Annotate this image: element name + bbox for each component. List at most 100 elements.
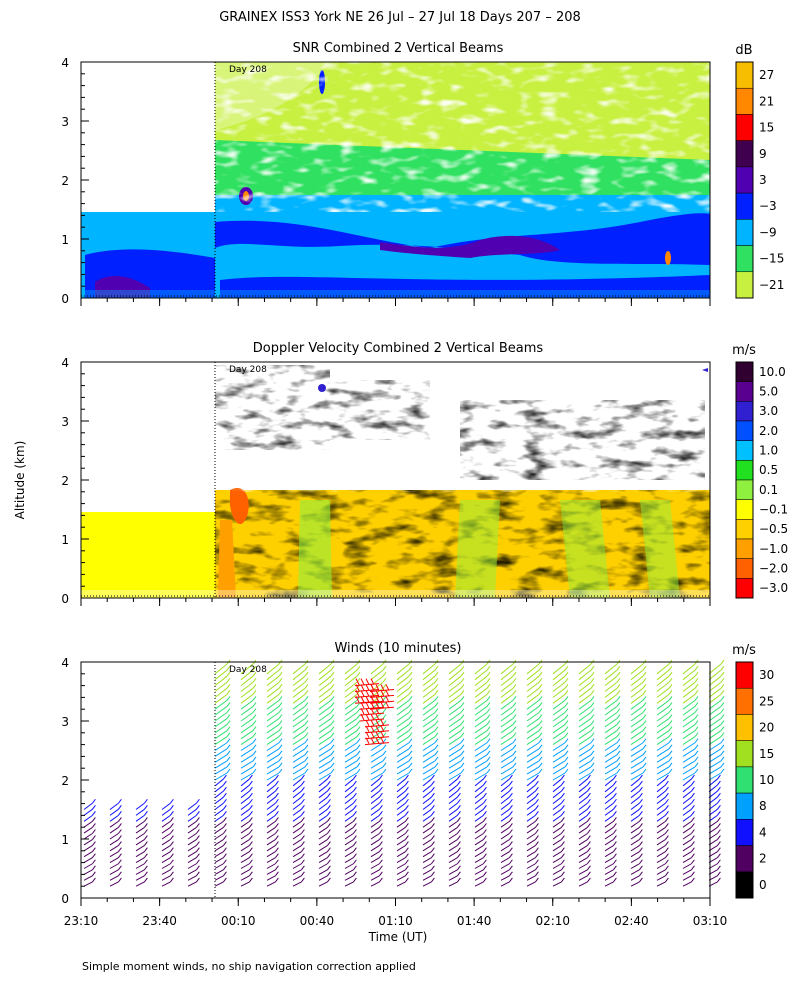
wind-barb [344, 663, 358, 675]
wind-barb-flag [274, 811, 279, 816]
wind-barb [682, 766, 696, 775]
wind-barb [240, 796, 250, 804]
wind-barb-flag [92, 847, 96, 852]
wind-barb [474, 730, 488, 740]
wind-barb-flag [222, 871, 227, 877]
wind-barb [526, 790, 536, 799]
wind-barb-flag [639, 823, 643, 828]
wind-barb-flag [278, 726, 283, 731]
wind-barb [318, 845, 328, 852]
wind-barb [682, 881, 692, 887]
wind-barb-flag [304, 677, 309, 683]
wind-barb-flag [512, 720, 517, 725]
wind-barb [266, 766, 280, 775]
wind-barb-flag [639, 817, 643, 822]
wind-barb-flag [380, 731, 385, 738]
wind-barb-flag [118, 877, 122, 883]
wind-barb-flag [252, 750, 257, 756]
wind-barb [370, 742, 384, 751]
wind-barb [370, 790, 380, 799]
wind-barb [448, 675, 462, 686]
wind-barb [161, 845, 171, 852]
wind-barb [344, 827, 354, 834]
wind-barb [448, 766, 462, 775]
wind-barb-flag [430, 804, 435, 810]
wind-barb-flag [668, 726, 673, 731]
wind-barb [474, 790, 484, 799]
wind-barb [656, 736, 670, 746]
wind-barb-flag [486, 677, 491, 683]
wind-barb-flag [538, 732, 543, 738]
winds-x-axis: 23:10 23:40 00:10 00:40 01:10 01:40 02:10 02:40… [64, 898, 727, 928]
colorbar-swatch [735, 845, 754, 873]
wind-barb [448, 814, 458, 822]
wind-barb-flag [456, 798, 461, 804]
wind-barb [500, 760, 514, 769]
wind-barb-flag [691, 829, 695, 834]
wind-barb [526, 693, 540, 704]
wind-barb-flag [720, 665, 725, 671]
wind-barb-flag [252, 732, 257, 738]
wind-barb [578, 875, 588, 881]
wind-barb [708, 772, 722, 781]
wind-barb [292, 839, 302, 846]
wind-barb-flag [365, 719, 370, 727]
wind-barb [604, 675, 618, 686]
colorbar-swatch [735, 714, 754, 741]
wind-barb-flag [226, 756, 231, 762]
wind-barb-flag [717, 835, 721, 840]
wind-barb [682, 681, 696, 692]
wind-barb-flag [538, 720, 543, 725]
wind-barb [344, 736, 358, 746]
wind-barb [318, 881, 328, 887]
wind-barb [135, 869, 145, 875]
wind-barb [214, 687, 228, 698]
wind-barb [552, 845, 562, 852]
colorbar-swatch [735, 661, 754, 689]
wind-barb-flag [694, 683, 699, 689]
wind-barb-flag [370, 684, 375, 691]
wind-barb [474, 706, 488, 716]
wind-barb-flag [408, 750, 413, 756]
x-axis-label: Time (UT) [368, 930, 428, 944]
wind-barb-flag [352, 811, 357, 816]
wind-barb [656, 820, 666, 828]
wind-barb [448, 736, 462, 746]
wind-barb [318, 675, 332, 686]
wind-barb-flag [248, 780, 253, 786]
wind-barb [318, 869, 328, 875]
wind-barb-flag [460, 756, 465, 762]
wind-barb-flag [535, 823, 539, 828]
wind-barb-flag [404, 859, 409, 865]
wind-barb [656, 718, 670, 728]
wind-barb [526, 706, 540, 716]
wind-barb [370, 669, 384, 681]
wind-barb-flag [720, 683, 725, 689]
wind-barb-flag [691, 817, 695, 822]
wind-barb-flag [252, 665, 257, 671]
wind-barb-flag [370, 713, 375, 721]
wind-barb [526, 669, 540, 681]
wind-barb [448, 845, 458, 852]
colorbar-label: −9 [759, 225, 777, 239]
colorbar-label: −21 [759, 278, 784, 292]
y-tick-label: 4 [61, 356, 69, 370]
wind-barb-flag [561, 835, 565, 840]
wind-barb-flag [691, 811, 695, 816]
wind-barb [240, 742, 254, 751]
wind-barb-flag [482, 865, 487, 871]
wind-barb-flag [456, 786, 461, 792]
wind-barb [656, 839, 666, 846]
wind-barb [422, 712, 436, 722]
wind-barb-flag [512, 750, 517, 756]
wind-barb-flag [512, 671, 517, 677]
wind-barb-flag [587, 817, 591, 822]
wind-barb [474, 687, 488, 698]
wind-barb [682, 699, 696, 710]
wind-barb [109, 839, 119, 846]
wind-barb-flag [434, 750, 439, 756]
wind-barb-flag [717, 811, 721, 816]
wind-barb [448, 851, 458, 858]
wind-barb-flag [456, 829, 461, 834]
wind-barb [266, 875, 276, 881]
